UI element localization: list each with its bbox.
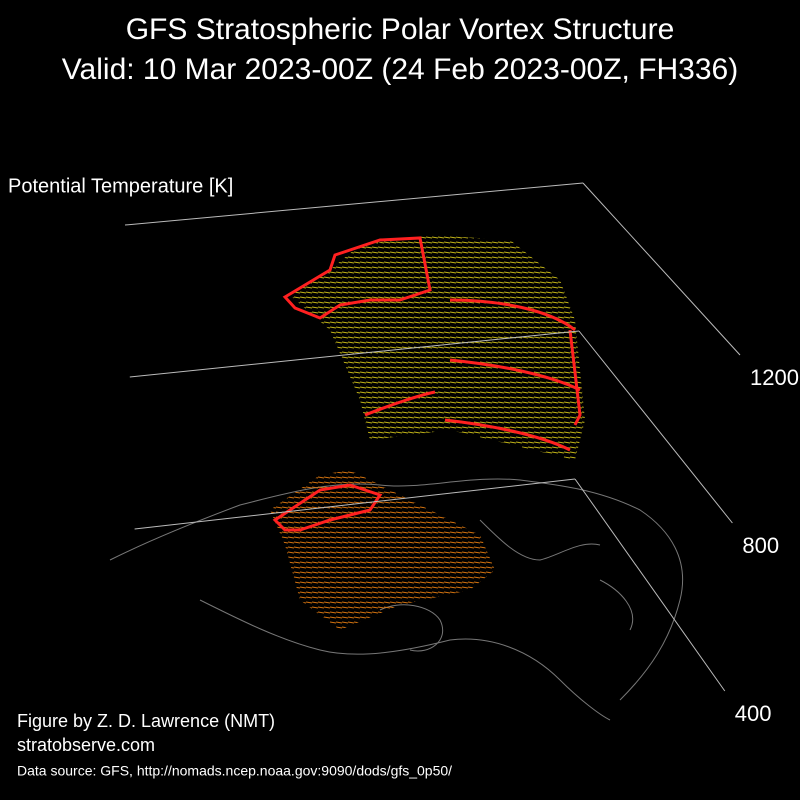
- grid-line: [578, 330, 733, 524]
- subtitle: Valid: 10 Mar 2023-00Z (24 Feb 2023-00Z,…: [62, 53, 738, 86]
- website: stratobserve.com: [17, 735, 155, 755]
- vortex-upper: [282, 235, 585, 460]
- grid-line: [574, 478, 726, 692]
- grid-line: [582, 182, 741, 356]
- grid-line: [129, 330, 580, 378]
- grid-line: [134, 478, 576, 530]
- z-tick-label: 1200: [750, 365, 799, 390]
- vortex-lower: [270, 470, 495, 630]
- title: GFS Stratospheric Polar Vortex Structure: [126, 13, 675, 46]
- grid-line: [124, 182, 584, 226]
- z-tick-label: 400: [735, 701, 772, 726]
- z-tick-label: 800: [742, 533, 779, 558]
- credit: Figure by Z. D. Lawrence (NMT): [17, 711, 275, 731]
- level-planes: [124, 182, 741, 692]
- source: Data source: GFS, http://nomads.ncep.noa…: [17, 763, 452, 779]
- axis-label: Potential Temperature [K]: [8, 175, 233, 197]
